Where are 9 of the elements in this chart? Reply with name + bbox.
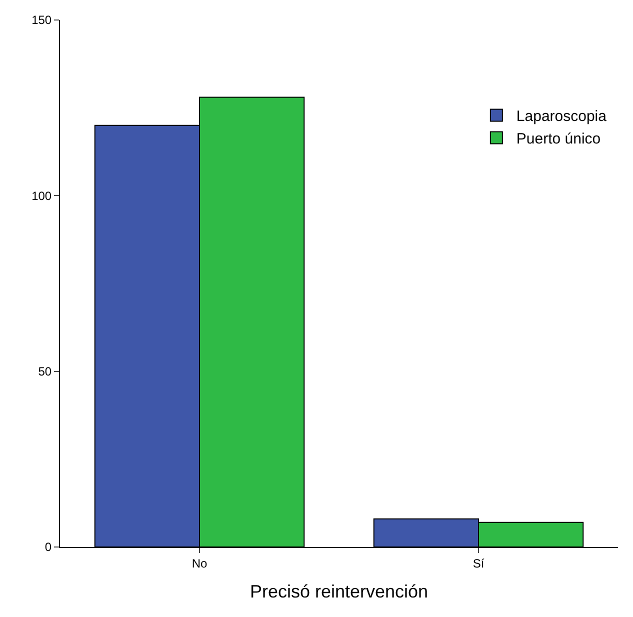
x-tick-label: Sí — [472, 556, 485, 570]
y-tick-label: 100 — [32, 188, 52, 203]
y-tick-label: 150 — [32, 13, 52, 28]
legend-label: Laparoscopia — [516, 108, 608, 126]
legend-label: Puerto único — [516, 130, 601, 148]
y-tick-label: 50 — [38, 364, 52, 379]
y-tick-label: 0 — [44, 540, 52, 554]
x-tick-label: No — [192, 556, 208, 570]
x-axis-title: Precisó reintervención — [250, 582, 428, 602]
